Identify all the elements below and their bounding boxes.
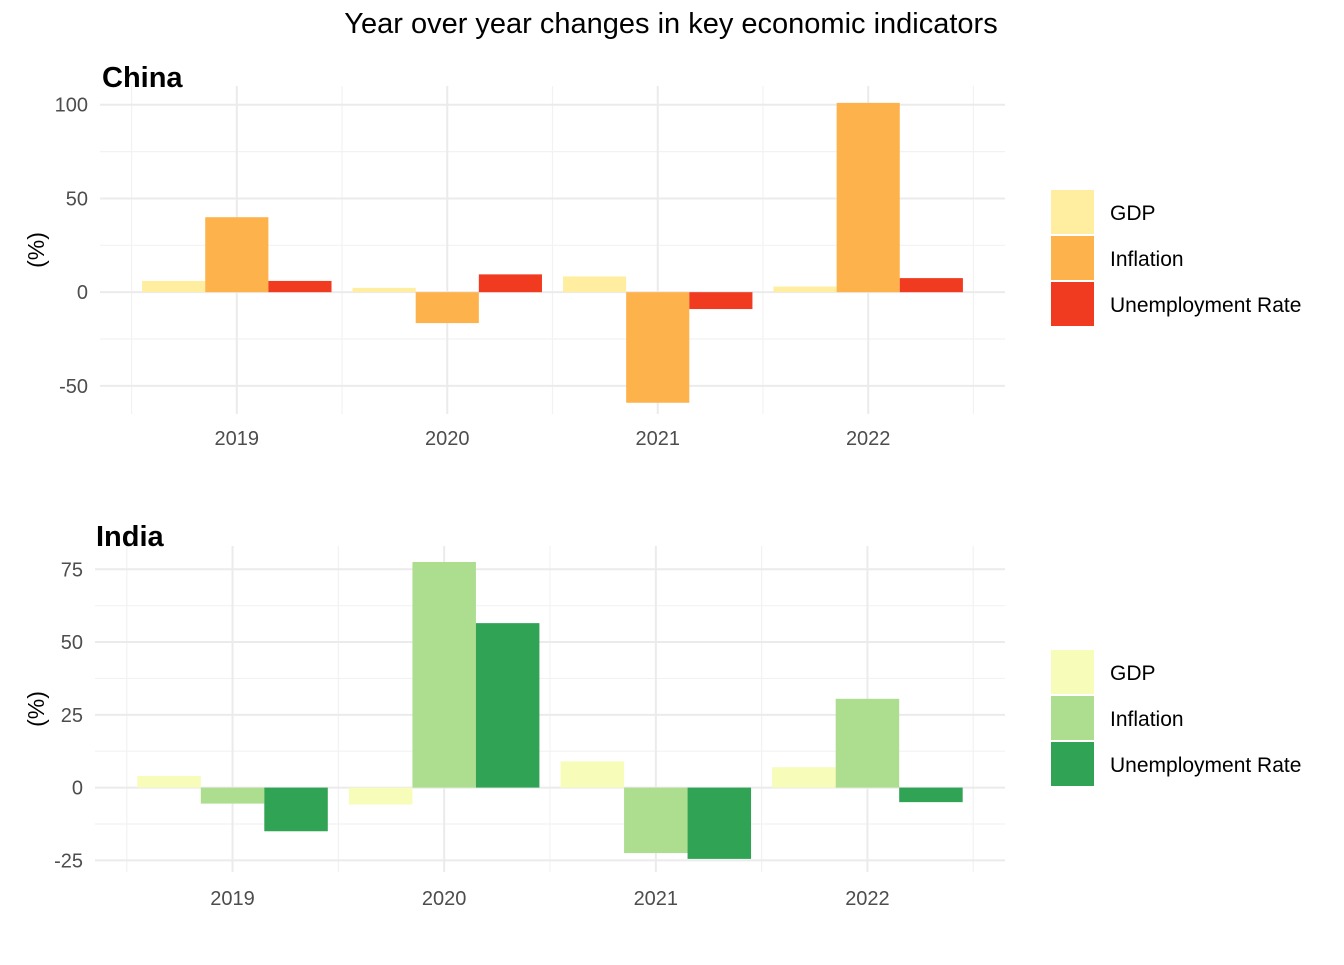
legend-key <box>1051 282 1094 326</box>
y-tick-label: 100 <box>55 95 88 117</box>
bar-inflation-2019 <box>205 217 269 293</box>
bar-unemployment-rate-2021 <box>689 292 753 310</box>
bar-gdp-2021 <box>560 761 625 788</box>
x-tick-label: 2020 <box>425 428 470 450</box>
legend-key <box>1051 190 1094 234</box>
legend-label: Unemployment Rate <box>1110 294 1301 317</box>
bar-unemployment-rate-2019 <box>264 787 328 832</box>
y-axis-title: (%) <box>23 691 49 727</box>
bar-unemployment-rate-2020 <box>478 274 542 293</box>
bar-inflation-2019 <box>200 787 265 804</box>
y-tick-label: 0 <box>72 778 83 800</box>
bar-inflation-2020 <box>412 562 476 788</box>
legend-key <box>1051 696 1094 740</box>
x-tick-label: 2021 <box>634 888 679 910</box>
panel-title: India <box>96 521 165 553</box>
legend-label: GDP <box>1110 202 1156 225</box>
bar-inflation-2022 <box>836 102 900 293</box>
bar-gdp-2020 <box>352 287 416 293</box>
x-tick-label: 2020 <box>422 888 467 910</box>
bar-inflation-2020 <box>415 292 479 324</box>
legend-key <box>1051 236 1094 280</box>
y-tick-label: -50 <box>59 376 88 398</box>
panel-china: -50 0 50 100 2019 2020 2021 2022 China (%) GDP Infl… <box>23 62 1301 450</box>
legend-label: GDP <box>1110 662 1156 685</box>
bar-gdp-2019 <box>142 280 206 293</box>
panel-india: -25 0 25 50 75 2019 2020 2021 2022 India (%) GDP Inf… <box>23 521 1301 910</box>
bar-unemployment-rate-2020 <box>475 623 540 788</box>
panel-title: China <box>102 62 183 94</box>
bar-gdp-2022 <box>773 286 837 293</box>
bar-inflation-2021 <box>626 292 690 403</box>
y-tick-label: 75 <box>61 559 83 581</box>
x-tick-label: 2022 <box>846 428 891 450</box>
legend-key <box>1051 650 1094 694</box>
y-tick-label: 25 <box>61 705 83 727</box>
y-tick-label: 50 <box>61 632 83 654</box>
y-axis-title: (%) <box>23 232 49 268</box>
bar-gdp-2020 <box>348 787 413 805</box>
y-tick-label: -25 <box>54 850 83 872</box>
x-tick-label: 2022 <box>845 888 890 910</box>
legend-label: Unemployment Rate <box>1110 754 1301 777</box>
bar-unemployment-rate-2022 <box>899 787 963 803</box>
y-tick-label: 50 <box>66 188 88 210</box>
bar-inflation-2022 <box>835 698 900 788</box>
legend: GDP Inflation Unemployment Rate <box>1051 650 1301 786</box>
bar-unemployment-rate-2022 <box>899 278 963 293</box>
legend: GDP Inflation Unemployment Rate <box>1051 190 1301 326</box>
bar-unemployment-rate-2019 <box>268 280 332 293</box>
bar-gdp-2019 <box>137 775 201 788</box>
legend-key <box>1051 742 1094 786</box>
bar-gdp-2022 <box>772 767 836 788</box>
x-tick-label: 2019 <box>210 888 255 910</box>
bar-inflation-2021 <box>624 787 688 854</box>
y-tick-label: 0 <box>77 282 88 304</box>
bar-gdp-2021 <box>563 276 627 293</box>
x-tick-label: 2019 <box>215 428 260 450</box>
x-tick-label: 2021 <box>635 428 680 450</box>
bar-unemployment-rate-2021 <box>687 787 752 859</box>
legend-label: Inflation <box>1110 708 1184 731</box>
chart-main-title: Year over year changes in key economic i… <box>344 8 997 40</box>
legend-label: Inflation <box>1110 248 1184 271</box>
